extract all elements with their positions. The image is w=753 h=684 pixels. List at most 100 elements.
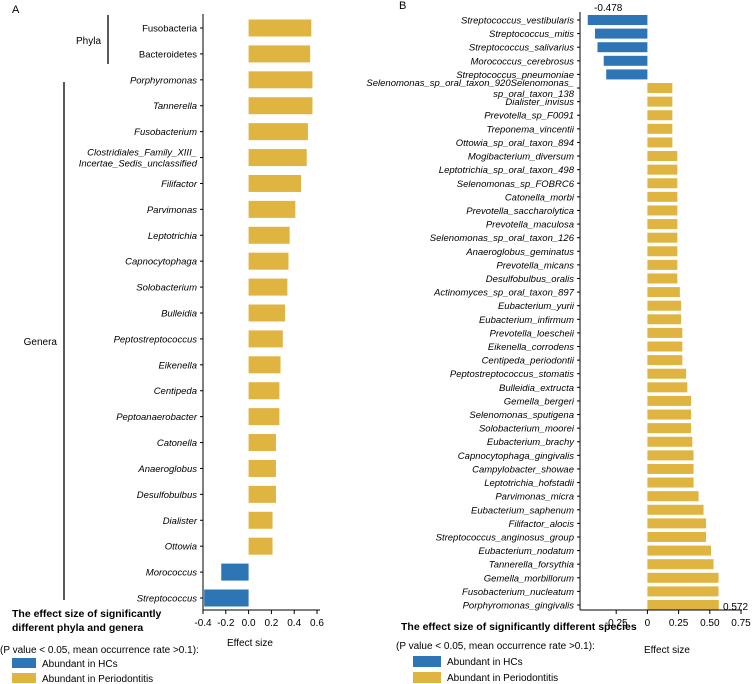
- panel-a-x-tick-label-1: -0.2: [217, 618, 235, 629]
- panel-b-category-label-43: Porphyromonas_gingivalis: [463, 601, 575, 612]
- panel-b-category-label-5-line-1: sp_oral_taxon_138: [493, 89, 575, 100]
- panel-b-category-label-1: Streptococcus_mitis: [489, 29, 574, 40]
- panel-b-category-label-32: Capnocytophaga_gingivalis: [458, 451, 574, 462]
- panel-b-bar-12: [647, 178, 678, 189]
- panel-b-category-label-20: Actinomyces_sp_oral_taxon_897: [433, 288, 575, 299]
- panel-a-category-label-14: Centipeda: [154, 386, 197, 397]
- panel-b-x-tick-label-4: 0.75: [731, 618, 751, 629]
- panel-a-x-tick-label-4: 0.4: [287, 618, 301, 629]
- panel-a-significance-note: (P value < 0.05, mean occurrence rate >0…: [0, 645, 199, 656]
- panel-b-category-label-15: Prevotella_maculosa: [486, 220, 574, 231]
- panel-b-category-label-31: Eubacterium_brachy: [487, 437, 575, 448]
- panel-b-bar-33: [647, 463, 694, 474]
- panel-a-category-label-17: Anaeroglobus: [137, 464, 197, 475]
- panel-b-bar-39: [647, 545, 712, 556]
- panel-a-bar-10: [248, 278, 288, 296]
- panel-b-label: B: [399, 0, 406, 12]
- panel-b-x-tick-label-2: 0.25: [669, 618, 689, 629]
- panel-b-bar-14: [647, 205, 678, 216]
- panel-b-bar-8: [647, 123, 673, 134]
- panel-a-bar-16: [248, 434, 276, 452]
- panel-b-category-label-26: Peptostreptococcus_stomatis: [450, 369, 574, 380]
- panel-a-category-label-0: Fusobacteria: [142, 24, 198, 35]
- panel-b-bar-25: [647, 355, 683, 366]
- genera-group-label: Genera: [24, 337, 58, 348]
- panel-a-category-label-13: Eikenella: [158, 360, 197, 371]
- panel-a-bar-22: [204, 589, 249, 607]
- panel-b-legend-periodontitis: Abundant in Periodontitis: [447, 673, 558, 684]
- panel-a-bar-13: [248, 356, 281, 374]
- panel-a-category-label-11: Bulleidia: [161, 309, 197, 320]
- panel-b-category-label-37: Filifactor_alocis: [509, 519, 575, 530]
- panel-b-category-label-14: Prevotella_saccharolytica: [466, 206, 574, 217]
- panel-a-bar-6: [248, 174, 302, 192]
- panel-a-category-labels: Fusobacteria Bacteroidetes Porphyromonas Ta…: [79, 24, 203, 605]
- panel-a-category-label-4: Fusobacterium: [134, 127, 197, 138]
- panel-b-bar-4: [606, 69, 648, 80]
- panel-b-category-label-36: Eubacterium_saphenum: [471, 505, 574, 516]
- panel-b-legend-swatch-hc: [413, 656, 441, 667]
- panel-b-category-label-29: Selenomonas_sputigena: [469, 410, 574, 421]
- panel-b-category-label-42: Fusobacterium_nucleatum: [462, 587, 574, 598]
- panel-b-category-label-13: Catonella_morbi: [505, 192, 575, 203]
- panel-a-bar-1: [248, 45, 311, 63]
- panel-b-category-label-12: Selenomonas_sp_FOBRC6: [457, 179, 575, 190]
- panel-b-category-label-35: Parvimonas_micra: [495, 492, 574, 503]
- panel-b-category-label-19: Desulfobulbus_oralis: [486, 274, 574, 285]
- panel-b-bar-20: [647, 287, 680, 298]
- panel-b-category-label-3: Morococcus_cerebrosus: [471, 56, 575, 67]
- panel-a-bar-14: [248, 382, 280, 400]
- panel-b-bar-37: [647, 518, 707, 529]
- panel-a-category-label-3: Tannerella: [153, 101, 197, 112]
- panel-b-category-label-21: Eubacterium_yurii: [498, 301, 575, 312]
- panel-a-x-tick-label-0: -0.4: [194, 618, 212, 629]
- panel-b-bar-21: [647, 300, 682, 311]
- panel-a-bar-9: [248, 252, 289, 270]
- panel-a-bar-2: [248, 71, 313, 89]
- panel-b-category-label-30: Solobacterium_moorei: [479, 424, 575, 435]
- panel-a-x-tick-label-2: 0.0: [242, 618, 256, 629]
- phyla-group-label: Phyla: [76, 36, 101, 47]
- panel-b-category-label-9: Ottowia_sp_oral_taxon_894: [456, 138, 574, 149]
- panel-b-category-label-6: Dialister_invisus: [505, 97, 574, 108]
- panel-b-significance-note: (P value < 0.05, mean occurrence rate >0…: [396, 641, 595, 652]
- panel-a-bar-3: [248, 97, 313, 115]
- panel-b-category-label-23: Prevotella_loescheii: [490, 328, 575, 339]
- panel-b-category-label-38: Streptococcus_anginosus_group: [436, 532, 574, 543]
- panel-b-bar-29: [647, 409, 692, 420]
- panel-b-category-label-11: Leptotrichia_sp_oral_taxon_498: [439, 165, 575, 176]
- panel-a-category-label-5-line-0: Clostridiales_Family_XIII_: [87, 148, 197, 159]
- panel-b-x-tick-label-3: 0.50: [700, 618, 720, 629]
- panel-b-bar-23: [647, 327, 683, 338]
- panel-b-bar-42: [647, 586, 719, 597]
- panel-b-bar-7: [647, 110, 673, 121]
- panel-a-x-tick-label-3: 0.2: [264, 618, 278, 629]
- panel-a-bar-4: [248, 123, 308, 141]
- panel-a-bar-5: [248, 149, 307, 167]
- panel-a-bar-18: [248, 485, 276, 503]
- panel-a-category-label-2: Porphyromonas: [130, 75, 197, 86]
- panel-b-category-label-10: Mogibacterium_diversum: [468, 152, 574, 163]
- panel-a-category-label-16: Catonella: [157, 438, 197, 449]
- panel-b-category-label-25: Centipeda_periodontii: [482, 356, 575, 367]
- panel-b-bar-35: [647, 491, 699, 502]
- panel-b-category-label-24: Eikenella_corrodens: [488, 342, 574, 353]
- panel-b-bar-32: [647, 450, 694, 461]
- panel-a-label: A: [12, 4, 20, 16]
- panel-b-max-value-label: 0.572: [723, 602, 748, 613]
- panel-a-bar-15: [248, 408, 280, 426]
- panel-b-bar-16: [647, 232, 678, 243]
- panel-b-category-label-16: Selenomonas_sp_oral_taxon_126: [430, 233, 575, 244]
- panel-b-category-label-0: Streptococcus_vestibularis: [461, 16, 574, 27]
- panel-b-bar-34: [647, 477, 694, 488]
- panel-b-bar-18: [647, 259, 678, 270]
- panel-b-title: The effect size of significantly differe…: [401, 621, 637, 633]
- panel-b-bar-15: [647, 219, 678, 230]
- panel-b-bar-11: [647, 164, 678, 175]
- panel-b-category-label-18: Prevotella_micans: [496, 260, 574, 271]
- panel-b-bar-43: [647, 600, 719, 610]
- panel-b-category-label-40: Tannerella_forsythia: [489, 560, 574, 571]
- panel-b-category-label-34: Leptotrichia_hofstadii: [484, 478, 575, 489]
- panel-b-bar-28: [647, 395, 692, 406]
